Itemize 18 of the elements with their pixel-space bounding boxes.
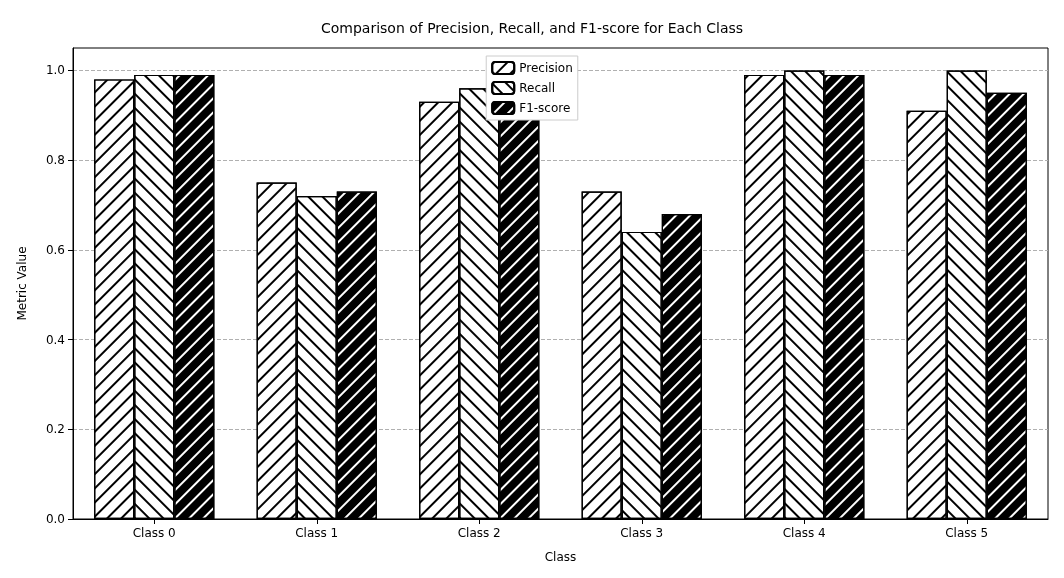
x-tick-label: Class 0 bbox=[132, 526, 176, 540]
x-axis-title: Class bbox=[544, 550, 577, 564]
y-tick-label: 0.8 bbox=[45, 153, 65, 168]
x-tick-label: Class 3 bbox=[620, 526, 664, 540]
y-tick-label: 0.0 bbox=[45, 512, 65, 526]
x-tick-label: Class 5 bbox=[945, 526, 989, 540]
y-tick-label: 1.0 bbox=[45, 63, 65, 78]
legend-label: F1-score bbox=[519, 101, 571, 115]
chart-title: Comparison of Precision, Recall, and F1-score for Each Class bbox=[320, 20, 744, 36]
y-tick-label: 0.6 bbox=[45, 242, 65, 257]
y-axis-title: Metric Value bbox=[15, 246, 29, 321]
x-tick-label: Class 1 bbox=[295, 526, 339, 540]
x-tick-label: Class 4 bbox=[782, 526, 826, 540]
y-tick-label: 0.4 bbox=[45, 332, 65, 347]
legend-label: Recall bbox=[519, 81, 556, 95]
y-tick-label: 0.2 bbox=[45, 422, 65, 437]
x-tick-label: Class 2 bbox=[457, 526, 501, 540]
legend-label: Precision bbox=[519, 61, 573, 75]
